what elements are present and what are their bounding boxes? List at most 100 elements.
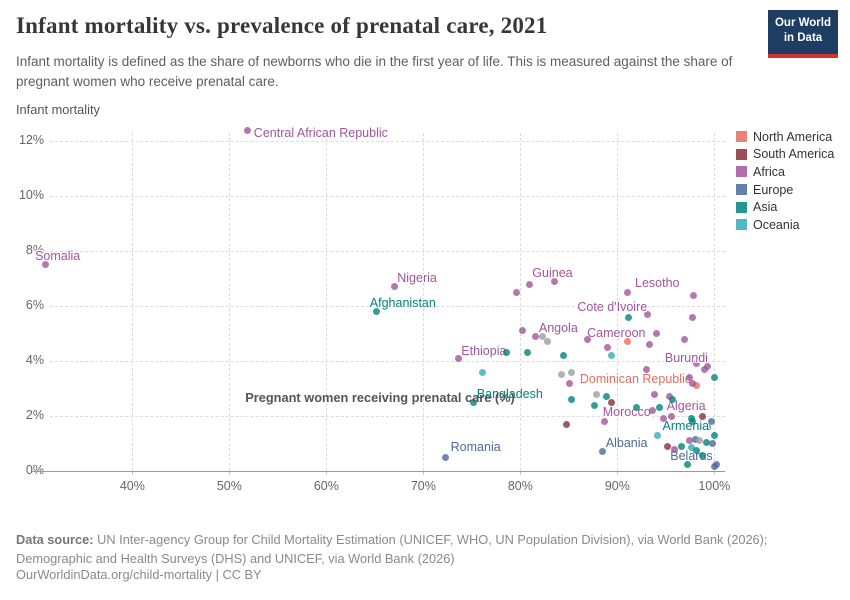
data-point[interactable]: [687, 444, 695, 452]
data-point[interactable]: [653, 431, 661, 439]
data-point[interactable]: [688, 379, 696, 387]
data-point[interactable]: [693, 446, 701, 454]
country-label[interactable]: Algeria: [666, 399, 706, 413]
data-point-guinea[interactable]: [550, 277, 558, 285]
data-point[interactable]: [608, 352, 616, 360]
data-point[interactable]: [645, 341, 653, 349]
data-point[interactable]: [633, 404, 641, 412]
data-point[interactable]: [603, 393, 611, 401]
country-label[interactable]: Central African Republic: [253, 126, 388, 141]
data-point[interactable]: [664, 442, 672, 450]
data-point[interactable]: [685, 374, 693, 381]
data-point-nigeria[interactable]: [390, 283, 398, 291]
data-point[interactable]: [690, 291, 698, 299]
data-point-dominican-republic[interactable]: [693, 382, 701, 390]
country-label[interactable]: Somalia: [35, 248, 81, 263]
data-point[interactable]: [568, 396, 576, 403]
data-point[interactable]: [604, 343, 612, 351]
country-label[interactable]: Albania: [605, 435, 648, 450]
data-point[interactable]: [479, 368, 487, 376]
data-point[interactable]: [544, 338, 551, 346]
data-point[interactable]: [688, 313, 696, 321]
data-point[interactable]: [650, 390, 658, 398]
data-point[interactable]: [503, 349, 511, 357]
data-point-lesotho[interactable]: [623, 288, 631, 296]
country-label[interactable]: Burundi: [664, 350, 708, 365]
data-point[interactable]: [669, 396, 677, 403]
country-label[interactable]: Angola: [538, 321, 578, 336]
data-point[interactable]: [660, 415, 668, 423]
data-point-bangladesh[interactable]: [470, 398, 478, 406]
country-label[interactable]: Romania: [450, 440, 501, 455]
country-label[interactable]: Cote d'Ivoire: [577, 300, 648, 315]
country-label[interactable]: Bangladesh: [476, 387, 543, 402]
data-point-armenia[interactable]: [704, 423, 712, 431]
data-point[interactable]: [623, 338, 631, 346]
data-point[interactable]: [557, 371, 565, 379]
country-label[interactable]: Guinea: [532, 266, 573, 281]
data-point[interactable]: [583, 335, 591, 343]
data-point-somalia[interactable]: [41, 261, 49, 269]
legend-item-asia[interactable]: Asia: [736, 198, 834, 216]
data-point[interactable]: [592, 390, 600, 398]
country-label[interactable]: Nigeria: [397, 270, 437, 285]
data-point-ethiopia[interactable]: [454, 354, 462, 362]
data-point[interactable]: [590, 401, 598, 409]
data-point-albania[interactable]: [599, 448, 607, 456]
data-point[interactable]: [539, 332, 547, 340]
legend-item-south-america[interactable]: South America: [736, 146, 834, 164]
data-point[interactable]: [707, 418, 715, 425]
country-label[interactable]: Dominican Republic: [579, 371, 692, 386]
data-point[interactable]: [625, 313, 633, 321]
data-point[interactable]: [703, 438, 711, 446]
data-point[interactable]: [685, 437, 693, 445]
country-label[interactable]: Afghanistan: [369, 295, 436, 310]
data-point[interactable]: [512, 288, 520, 296]
data-point[interactable]: [608, 398, 616, 406]
data-point-romania[interactable]: [442, 453, 450, 461]
data-point[interactable]: [710, 463, 718, 471]
owid-logo[interactable]: Our World in Data: [768, 10, 838, 58]
country-label[interactable]: Ethiopia: [461, 344, 507, 359]
data-point[interactable]: [688, 418, 696, 425]
legend-item-europe[interactable]: Europe: [736, 181, 834, 199]
data-point-cameroon[interactable]: [652, 330, 660, 338]
data-point-central-african-republic[interactable]: [244, 126, 252, 134]
data-point[interactable]: [525, 280, 533, 288]
data-point[interactable]: [655, 404, 663, 412]
data-point[interactable]: [642, 365, 650, 373]
data-point[interactable]: [518, 327, 526, 335]
country-label[interactable]: Morocco: [602, 404, 651, 419]
data-point[interactable]: [568, 368, 576, 376]
country-label[interactable]: Lesotho: [635, 276, 680, 291]
data-point[interactable]: [563, 420, 571, 428]
data-point[interactable]: [704, 363, 712, 370]
data-point-afghanistan[interactable]: [373, 308, 381, 316]
data-point-algeria[interactable]: [668, 412, 676, 420]
legend-item-africa[interactable]: Africa: [736, 163, 834, 181]
data-point[interactable]: [523, 349, 531, 357]
data-point[interactable]: [671, 445, 679, 453]
data-point[interactable]: [699, 452, 707, 460]
data-point[interactable]: [710, 431, 718, 439]
data-point[interactable]: [560, 352, 568, 360]
data-point[interactable]: [708, 440, 716, 447]
legend-item-north-america[interactable]: North America: [736, 128, 834, 146]
legend-item-oceania[interactable]: Oceania: [736, 216, 834, 234]
data-point[interactable]: [696, 437, 704, 445]
country-label[interactable]: Armenia: [662, 419, 710, 433]
data-point[interactable]: [566, 379, 574, 387]
data-point-burundi[interactable]: [693, 360, 701, 368]
data-point[interactable]: [699, 412, 707, 420]
country-label[interactable]: Cameroon: [587, 325, 646, 340]
footer-license[interactable]: OurWorldinData.org/child-mortality | CC …: [16, 567, 262, 582]
data-point-morocco[interactable]: [601, 418, 609, 425]
data-point[interactable]: [680, 335, 688, 343]
data-point[interactable]: [692, 435, 700, 443]
data-point[interactable]: [701, 365, 709, 373]
data-point[interactable]: [710, 374, 718, 381]
data-point[interactable]: [683, 460, 691, 468]
data-point[interactable]: [677, 442, 685, 450]
data-point[interactable]: [648, 407, 656, 414]
data-point-angola[interactable]: [532, 332, 540, 340]
